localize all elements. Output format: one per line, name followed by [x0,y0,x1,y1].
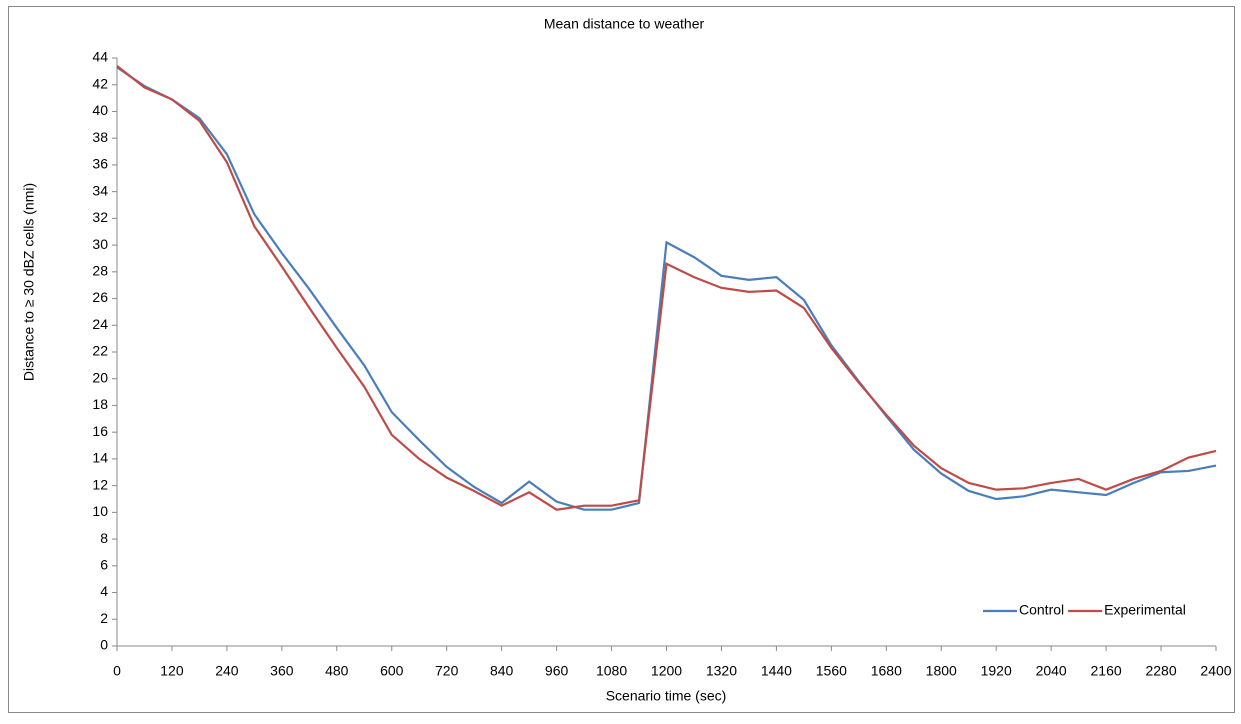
y-tick-label: 30 [92,236,108,252]
x-tick-label: 480 [325,663,349,679]
y-tick-label: 8 [100,530,108,546]
x-tick-label: 1800 [926,663,957,679]
y-tick-label: 10 [92,503,108,519]
y-tick-label: 44 [92,49,108,65]
x-tick-label: 2280 [1145,663,1176,679]
x-tick-label: 0 [113,663,121,679]
y-tick-label: 32 [92,209,108,225]
x-tick-label: 1680 [871,663,902,679]
y-tick-label: 36 [92,156,108,172]
legend-label: Experimental [1104,602,1186,618]
x-axis-label: Scenario time (sec) [606,688,727,704]
x-tick-label: 2160 [1091,663,1122,679]
x-tick-label: 1920 [981,663,1012,679]
y-tick-label: 40 [92,102,108,118]
legend-label: Control [1019,602,1064,618]
x-tick-label: 1440 [761,663,792,679]
y-tick-label: 26 [92,289,108,305]
x-tick-label: 1560 [816,663,847,679]
x-tick-label: 360 [270,663,294,679]
chart-frame [8,6,1235,713]
y-tick-label: 12 [92,476,108,492]
y-tick-label: 18 [92,396,108,412]
y-tick-label: 20 [92,369,108,385]
y-tick-label: 42 [92,75,108,91]
chart-title: Mean distance to weather [544,16,705,32]
y-tick-label: 24 [92,316,108,332]
y-tick-label: 2 [100,610,108,626]
x-tick-label: 2040 [1036,663,1067,679]
x-tick-label: 120 [160,663,184,679]
x-tick-label: 1080 [596,663,627,679]
x-tick-label: 240 [215,663,239,679]
y-axis-label: Distance to ≥ 30 dBZ cells (nmi) [21,183,37,381]
x-tick-label: 2400 [1200,663,1231,679]
x-tick-label: 1320 [706,663,737,679]
x-tick-label: 960 [545,663,569,679]
x-tick-label: 840 [490,663,514,679]
y-tick-label: 22 [92,343,108,359]
y-tick-label: 34 [92,182,108,198]
y-tick-label: 6 [100,557,108,573]
y-tick-label: 0 [100,637,108,653]
x-tick-label: 1200 [651,663,682,679]
y-tick-label: 16 [92,423,108,439]
x-tick-label: 600 [380,663,404,679]
y-tick-label: 14 [92,450,108,466]
series-line [116,65,1217,511]
x-tick-label: 720 [435,663,459,679]
y-tick-label: 28 [92,263,108,279]
series-line [116,66,1217,511]
y-tick-label: 38 [92,129,108,145]
y-tick-label: 4 [100,583,108,599]
